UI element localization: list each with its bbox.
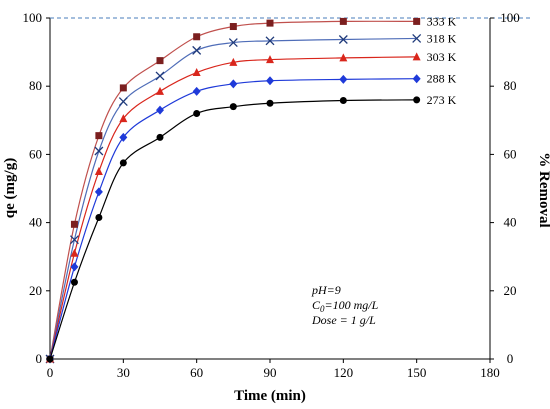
data-point-303k <box>266 55 274 64</box>
annotation-concentration: C0=100 mg/L <box>312 298 379 314</box>
series-line-333k <box>49 20 417 360</box>
y2-axis-title: % Removal <box>536 152 550 227</box>
y2-tick-label: 60 <box>504 146 517 161</box>
series-label-318k: 318 K <box>427 31 457 45</box>
x-tick-label: 30 <box>117 365 130 380</box>
series-label-288k: 288 K <box>427 72 457 86</box>
data-point-273k <box>193 109 201 117</box>
data-point-303k <box>70 248 79 257</box>
data-point-273k <box>413 96 421 104</box>
series-label-333k: 333 K <box>427 14 457 28</box>
x-marker-stroke <box>412 34 422 43</box>
x-tick-label: 180 <box>480 365 500 380</box>
data-point-273k <box>119 159 127 167</box>
x-marker-stroke <box>265 36 275 46</box>
data-point-273k <box>156 133 164 141</box>
data-point-318k <box>118 97 128 107</box>
data-point-318k <box>94 146 104 156</box>
data-point-288k <box>229 79 238 89</box>
x-marker-stroke <box>228 38 238 48</box>
data-point-333k <box>156 57 164 65</box>
series-line-303k <box>49 56 417 360</box>
y-tick-label: 0 <box>36 351 43 366</box>
data-point-273k <box>266 99 274 107</box>
data-point-318k <box>265 36 275 46</box>
data-point-333k <box>70 220 78 228</box>
y2-tick-label: 100 <box>500 10 520 25</box>
x-marker-stroke <box>118 97 128 107</box>
data-point-333k <box>229 23 237 31</box>
x-tick-label: 120 <box>334 365 354 380</box>
data-point-318k <box>155 71 165 81</box>
data-point-303k <box>339 53 348 62</box>
annotation-c-value: =100 mg/L <box>325 298 379 312</box>
data-point-273k <box>70 278 78 286</box>
x-marker-stroke <box>192 45 202 55</box>
series-label-303k: 303 K <box>427 50 457 64</box>
x-marker-stroke <box>94 146 104 156</box>
series-label-273k: 273 K <box>427 93 457 107</box>
data-point-273k <box>229 103 237 111</box>
annotation-c-symbol: C <box>312 298 321 312</box>
data-point-273k <box>95 213 103 221</box>
data-point-288k <box>266 76 274 86</box>
y-tick-label: 60 <box>29 146 42 161</box>
data-point-318k <box>69 235 79 245</box>
data-point-303k <box>229 57 238 66</box>
data-point-288k <box>192 86 201 96</box>
data-point-333k <box>413 17 421 25</box>
data-point-318k <box>338 35 348 44</box>
data-point-288k <box>339 74 348 84</box>
data-point-288k <box>70 262 79 272</box>
data-point-303k <box>156 86 164 95</box>
y-tick-label: 80 <box>29 78 42 93</box>
annotation-c-subscript: 0 <box>320 304 325 314</box>
data-point-333k <box>193 33 201 41</box>
series-line-273k <box>49 99 417 360</box>
x-tick-label: 90 <box>264 365 277 380</box>
series-labels: 333 K 318 K 303 K 288 K 273 K <box>427 14 457 106</box>
data-point-333k <box>266 19 274 27</box>
series-line-288k <box>49 78 417 360</box>
conditions-annotation: pH=9 C0=100 mg/L Dose = 1 g/L <box>311 283 379 327</box>
plot-frame <box>49 18 491 360</box>
x-tick-label: 150 <box>407 365 427 380</box>
data-point-303k <box>94 166 103 175</box>
data-point-303k <box>192 68 201 77</box>
data-point-333k <box>119 84 127 92</box>
x-marker-stroke <box>338 35 348 44</box>
data-point-288k <box>94 187 103 197</box>
data-point-333k <box>95 132 103 140</box>
x-marker-stroke <box>155 71 165 81</box>
annotation-dose: Dose = 1 g/L <box>311 313 376 327</box>
x-axis-title: Time (min) <box>234 388 306 404</box>
y-tick-label: 40 <box>29 215 42 230</box>
annotation-ph: pH=9 <box>311 283 341 297</box>
data-point-318k <box>412 34 422 43</box>
data-point-288k <box>412 74 421 84</box>
x-marker-stroke <box>69 235 79 245</box>
data-point-318k <box>228 38 238 48</box>
y-tick-label: 20 <box>29 283 42 298</box>
data-point-288k <box>156 105 164 115</box>
data-point-273k <box>339 97 347 105</box>
y2-tick-label: 40 <box>504 215 517 230</box>
y2-tick-label: 20 <box>504 283 517 298</box>
axis-ticks: 0 30 60 90 120 150 180 0 20 40 60 80 100 0 20 40 60 80 100 <box>23 10 520 380</box>
y2-tick-label: 0 <box>507 351 514 366</box>
data-point-288k <box>119 132 128 142</box>
y-axis-title: qe (mg/g) <box>2 158 18 218</box>
y2-tick-label: 80 <box>504 78 517 93</box>
y-tick-label: 100 <box>23 10 43 25</box>
x-tick-label: 60 <box>190 365 203 380</box>
data-point-333k <box>339 17 347 25</box>
data-point-303k <box>119 114 128 123</box>
x-tick-label: 0 <box>47 365 54 380</box>
data-point-303k <box>412 52 421 61</box>
data-point-318k <box>192 45 202 55</box>
series-markers <box>45 17 422 364</box>
